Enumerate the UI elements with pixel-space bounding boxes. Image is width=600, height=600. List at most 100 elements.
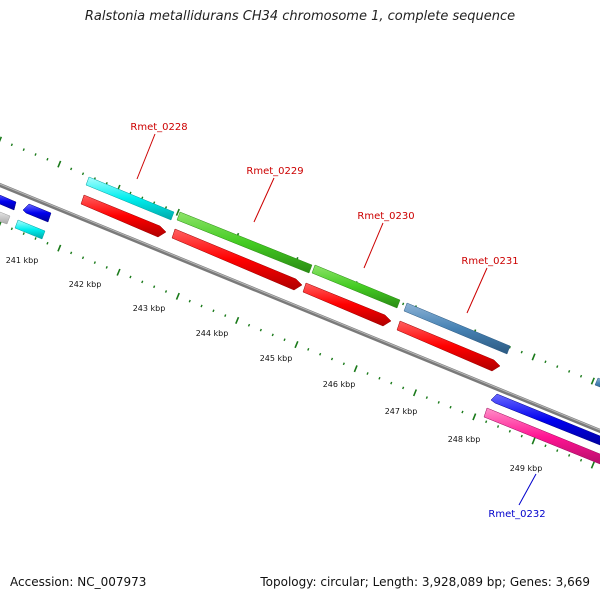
minor-tick (141, 280, 144, 284)
minor-tick (390, 381, 393, 385)
minor-tick (579, 374, 583, 378)
minor-tick (259, 328, 262, 332)
gene-label-rmet-0232: Rmet_0232 (488, 509, 545, 520)
minor-tick (449, 405, 452, 409)
inner-tick-track (0, 220, 595, 469)
minor-tick (342, 362, 345, 366)
scale-label-241: 241 kbp (6, 256, 39, 265)
major-tick (412, 389, 418, 397)
major-tick (353, 365, 358, 373)
major-tick (531, 353, 536, 361)
major-tick (590, 461, 595, 469)
scale-label-244: 244 kbp (196, 329, 229, 338)
gene-red-4[interactable] (396, 320, 501, 372)
minor-tick (437, 401, 440, 404)
minor-tick (544, 360, 547, 364)
gene-red-3[interactable] (302, 282, 392, 327)
leader-rmet-0228 (136, 133, 156, 180)
topology-summary: Topology: circular; Length: 3,928,089 bp… (260, 575, 590, 589)
minor-tick (520, 350, 523, 354)
major-tick (175, 292, 180, 300)
major-tick (57, 244, 62, 252)
gene-blue-left-top[interactable] (0, 193, 17, 211)
minor-tick (188, 299, 191, 303)
minor-tick (508, 429, 511, 433)
minor-tick (46, 157, 49, 161)
map-title: Ralstonia metallidurans CH34 chromosome … (84, 9, 516, 24)
major-tick (472, 413, 477, 421)
minor-tick (46, 241, 49, 245)
minor-tick (366, 372, 369, 375)
minor-tick (283, 338, 286, 342)
gene-gray-left[interactable] (0, 210, 11, 225)
gene-red-2[interactable] (171, 228, 303, 291)
gene-cyan-small-left[interactable] (14, 219, 46, 240)
gene-rmet-0229[interactable] (176, 211, 313, 274)
major-tick (590, 377, 595, 385)
gene-rmet-0228[interactable] (85, 176, 175, 221)
gene-steelblue-edge[interactable] (594, 377, 600, 389)
minor-tick (200, 304, 203, 308)
minor-tick (81, 256, 85, 260)
minor-tick (22, 148, 25, 152)
minor-tick (22, 232, 25, 236)
minor-tick (34, 237, 37, 240)
minor-tick (579, 458, 583, 462)
minor-tick (485, 420, 488, 424)
backbone-line (0, 182, 600, 434)
scale-label-249: 249 kbp (510, 464, 543, 473)
major-tick (531, 437, 536, 445)
minor-tick (461, 410, 464, 414)
gene-label-rmet-0229: Rmet_0229 (246, 166, 303, 177)
minor-tick (224, 314, 227, 317)
gene-label-rmet-0228: Rmet_0228 (130, 122, 187, 133)
accession-text: Accession: NC_007973 (10, 575, 147, 589)
minor-tick (568, 370, 571, 373)
minor-tick (402, 302, 405, 306)
leader-rmet-0229 (253, 177, 275, 223)
gene-rmet-0231[interactable] (403, 302, 511, 355)
minor-tick (271, 333, 274, 337)
minor-tick (70, 167, 73, 171)
gene-blue-right[interactable] (490, 393, 600, 447)
minor-tick (319, 352, 322, 356)
gene-rmet-0230[interactable] (311, 264, 401, 309)
minor-tick (330, 357, 334, 361)
minor-tick (70, 251, 73, 255)
major-tick (116, 268, 121, 276)
minor-tick (93, 261, 96, 264)
scale-label-242: 242 kbp (69, 280, 102, 289)
scale-label-243: 243 kbp (133, 304, 166, 313)
leader-rmet-0230 (363, 222, 384, 269)
gene-label-rmet-0231: Rmet_0231 (461, 256, 518, 267)
minor-tick (556, 449, 559, 452)
scale-label-245: 245 kbp (260, 354, 293, 363)
major-tick (0, 136, 3, 143)
scale-label-248: 248 kbp (448, 435, 481, 444)
minor-tick (378, 376, 381, 380)
minor-tick (81, 172, 85, 176)
minor-tick (105, 266, 108, 269)
gene-blue-left-arrow[interactable] (22, 203, 52, 223)
gene-label-rmet-0230: Rmet_0230 (357, 211, 414, 222)
minor-tick (568, 454, 571, 457)
minor-tick (247, 323, 251, 327)
major-tick (235, 316, 240, 325)
minor-tick (425, 396, 428, 399)
minor-tick (153, 285, 156, 289)
major-tick (175, 208, 180, 216)
minor-tick (10, 143, 13, 147)
scale-label-247: 247 kbp (385, 407, 418, 416)
minor-tick (10, 227, 13, 231)
backbone-highlight (0, 183, 600, 431)
minor-tick (556, 365, 559, 368)
minor-tick (129, 275, 132, 279)
gene-red-1[interactable] (80, 194, 167, 238)
minor-tick (164, 206, 168, 209)
scale-label-246: 246 kbp (323, 380, 356, 389)
gene-rmet-0232[interactable] (483, 407, 600, 466)
leader-rmet-0232 (518, 473, 537, 506)
minor-tick (496, 425, 500, 428)
